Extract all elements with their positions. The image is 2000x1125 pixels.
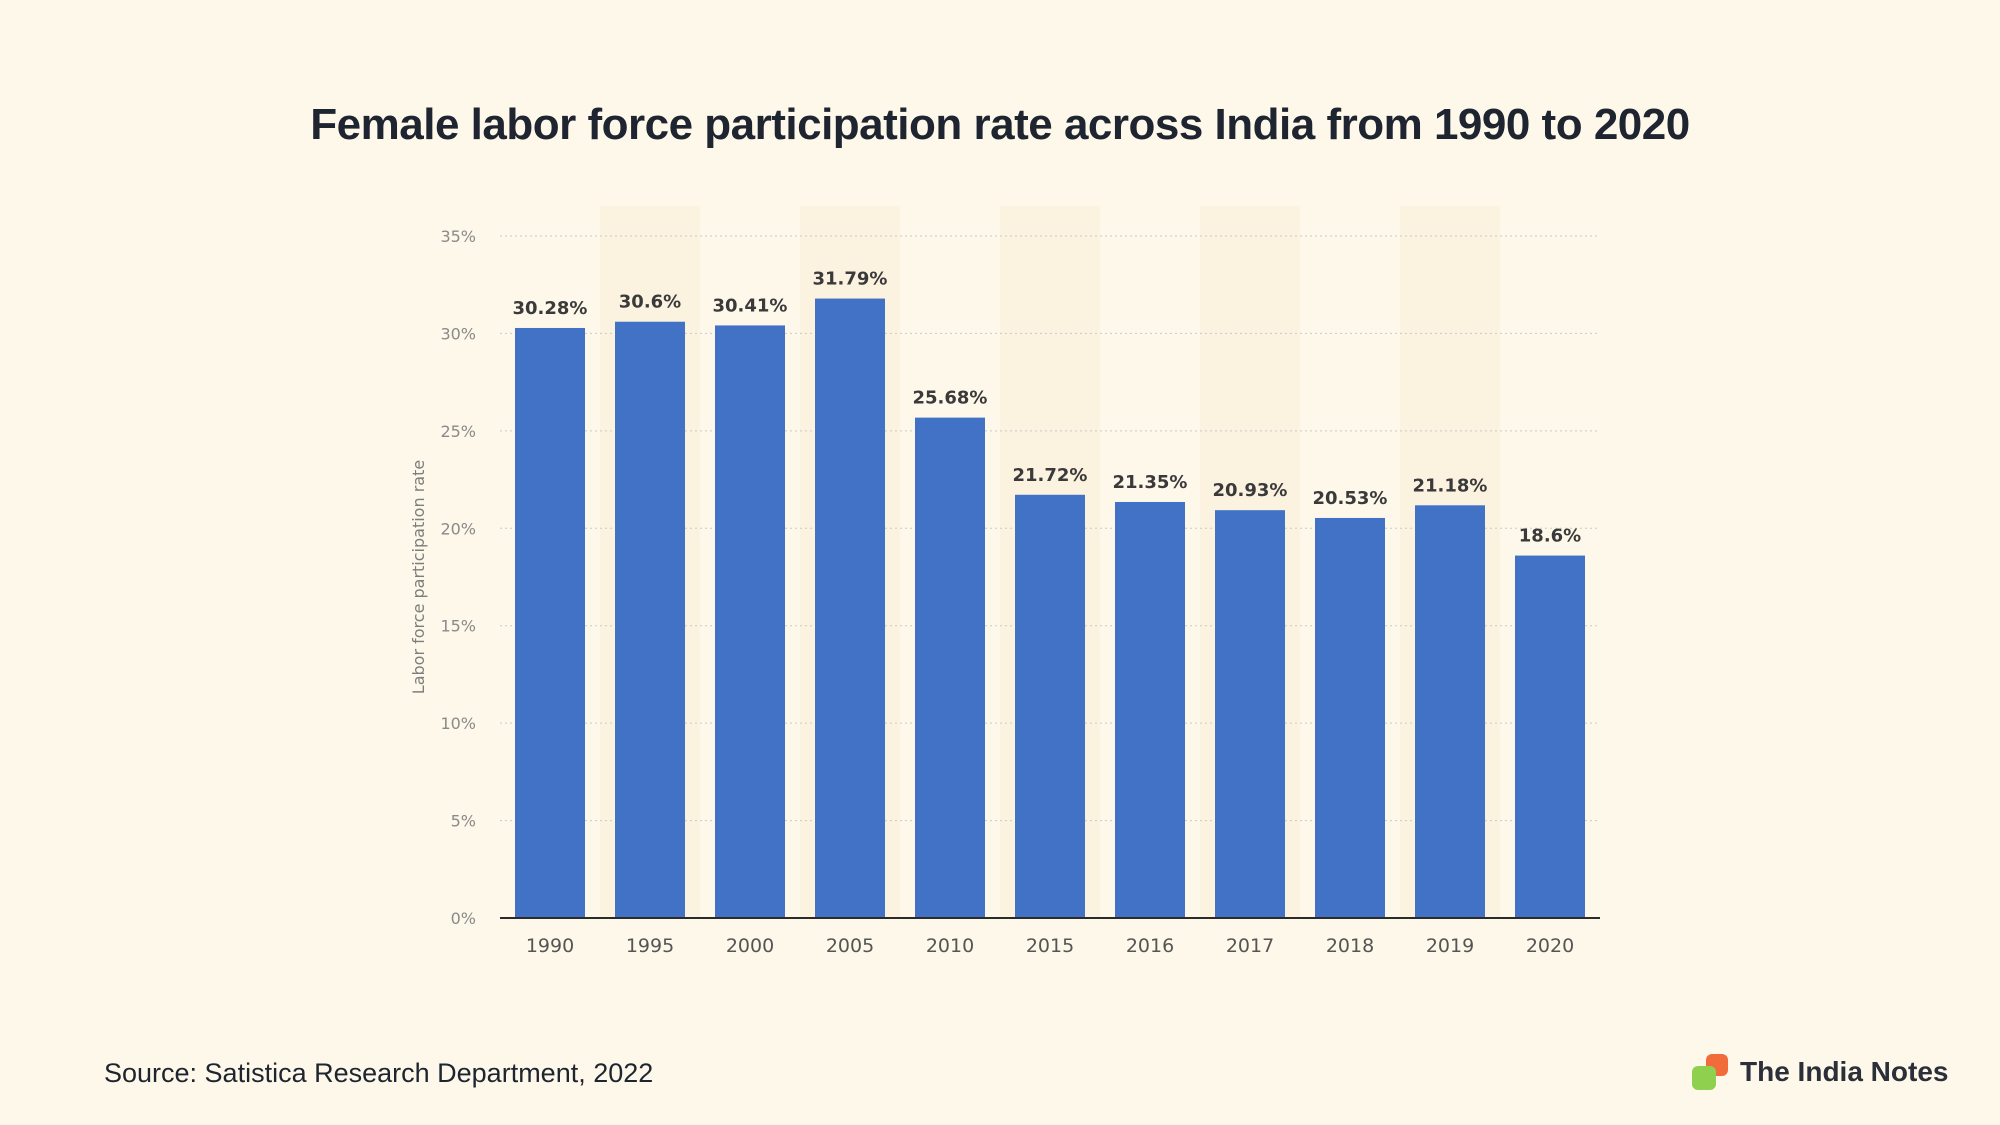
bar [1515, 555, 1585, 918]
bar [515, 327, 585, 919]
y-tick-label: 0% [451, 909, 476, 928]
x-tick-label: 1990 [526, 935, 574, 957]
x-tick-label: 2005 [826, 935, 874, 957]
bar-value-label: 18.6% [1519, 526, 1581, 547]
bar [1315, 517, 1385, 918]
brand-name: The India Notes [1740, 1056, 1949, 1087]
x-tick-label: 2017 [1226, 935, 1274, 957]
brand-logo-icon [1692, 1054, 1728, 1090]
x-tick-label: 2020 [1526, 935, 1574, 957]
bar-value-label: 21.35% [1113, 472, 1188, 493]
bar [815, 298, 885, 918]
x-tick-label: 2016 [1126, 935, 1174, 957]
y-tick-label: 5% [451, 812, 476, 831]
y-axis-label: Labor force participation rate [409, 460, 428, 694]
bar-value-label: 20.53% [1313, 488, 1388, 509]
bar [915, 417, 985, 918]
y-tick-label: 20% [440, 519, 476, 538]
y-tick-label: 10% [440, 714, 476, 733]
y-tick-label: 15% [440, 617, 476, 636]
source-note: Source: Satistica Research Department, 2… [104, 1058, 654, 1088]
bar-value-label: 30.6% [619, 292, 681, 313]
bar [1015, 494, 1085, 918]
y-tick-label: 30% [440, 324, 476, 343]
chart-title: Female labor force participation rate ac… [310, 100, 1690, 149]
bar-value-label: 25.68% [913, 388, 988, 409]
x-tick-label: 2000 [726, 935, 774, 957]
bar [615, 321, 685, 918]
bar-value-label: 20.93% [1213, 480, 1288, 501]
bar-value-label: 30.28% [513, 298, 588, 319]
bar [1215, 510, 1285, 918]
bar-value-label: 31.79% [813, 269, 888, 290]
bar-value-labels: 30.28% 30.6% 30.41% 31.79% 25.68% 21.72% 21.35… [513, 269, 1582, 547]
bar [715, 325, 785, 918]
bar-value-label: 21.72% [1013, 465, 1088, 486]
bar [1415, 505, 1485, 918]
x-tick-label: 2015 [1026, 935, 1074, 957]
y-tick-label: 25% [440, 422, 476, 441]
bar-value-label: 30.41% [713, 295, 788, 316]
x-axis-ticks: 1990 1995 2000 2005 2010 2015 2016 2017 2018 2019… [526, 935, 1574, 957]
x-tick-label: 2018 [1326, 935, 1374, 957]
brand: The India Notes [1692, 1054, 1948, 1090]
bar-value-label: 21.18% [1413, 475, 1488, 496]
x-tick-label: 2010 [926, 935, 974, 957]
bars [515, 298, 1585, 919]
x-tick-label: 1995 [626, 935, 674, 957]
bar [1115, 501, 1185, 918]
y-axis-ticks: 0% 5% 10% 15% 20% 25% 30% 35% [440, 227, 476, 928]
x-tick-label: 2019 [1426, 935, 1474, 957]
y-tick-label: 35% [440, 227, 476, 246]
